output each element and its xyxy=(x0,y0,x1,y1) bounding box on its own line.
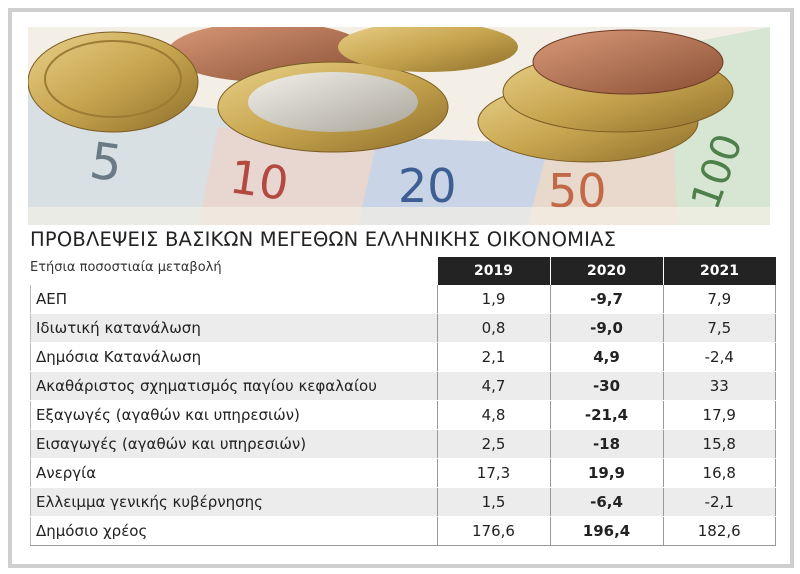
table-row: Εξαγωγές (αγαθών και υπηρεσιών) 4,8 -21,4 1… xyxy=(30,400,776,430)
cell-value: 7,9 xyxy=(662,285,776,314)
table-row: Δημόσια Κατανάλωση 2,1 4,9 -2,4 xyxy=(30,342,776,372)
cell-value: -2,1 xyxy=(662,487,776,517)
cell-value: 7,5 xyxy=(662,313,776,343)
cell-value: 17,3 xyxy=(436,458,551,488)
table-row: Ιδιωτική κατανάλωση 0,8 -9,0 7,5 xyxy=(30,313,776,343)
row-label: Δημόσια Κατανάλωση xyxy=(30,342,437,372)
row-label: Εισαγωγές (αγαθών και υπηρεσιών) xyxy=(30,429,437,459)
cell-value: -18 xyxy=(549,429,664,459)
forecast-table: 2019 2020 2021 ΑΕΠ 1,9 -9,7 7,9 Ιδιωτική καταν… xyxy=(30,257,776,546)
cell-value: 176,6 xyxy=(436,516,551,546)
table-row: Εισαγωγές (αγαθών και υπηρεσιών) 2,5 -18 15… xyxy=(30,429,776,459)
cell-value: 1,5 xyxy=(436,487,551,517)
cell-value: 2,5 xyxy=(436,429,551,459)
table-row: Ανεργία 17,3 19,9 16,8 xyxy=(30,458,776,488)
cell-value: 19,9 xyxy=(549,458,664,488)
cell-value: -21,4 xyxy=(549,400,664,430)
title: ΠΡΟΒΛΕΨΕΙΣ ΒΑΣΙΚΩΝ ΜΕΓΕΘΩΝ ΕΛΛΗΝΙΚΗΣ ΟΙΚ… xyxy=(30,228,617,251)
table-row: Ελλειμμα γενικής κυβέρνησης 1,5 -6,4 -2,1 xyxy=(30,487,776,517)
svg-text:10: 10 xyxy=(226,149,291,211)
column-header: 2019 xyxy=(436,257,550,285)
header-spacer xyxy=(31,257,438,285)
row-label: Ακαθάριστος σχηματισμός παγίου κεφαλαίου xyxy=(30,371,437,401)
frame: 5 10 20 50 100 ΠΡΟΒΛΕΨΕΙΣ ΒΑΣΙΚΩΝ ΜΕΓΕΘΩ… xyxy=(8,8,794,568)
row-label: Ιδιωτική κατανάλωση xyxy=(30,313,437,343)
cell-value: 15,8 xyxy=(662,429,776,459)
cell-value: 2,1 xyxy=(436,342,551,372)
money-photo: 5 10 20 50 100 xyxy=(28,27,770,225)
cell-value: 33 xyxy=(662,371,776,401)
svg-text:20: 20 xyxy=(398,159,457,213)
cell-value: 4,7 xyxy=(436,371,551,401)
cell-value: 0,8 xyxy=(436,313,551,343)
table-row: ΑΕΠ 1,9 -9,7 7,9 xyxy=(30,285,776,314)
cell-value: 4,9 xyxy=(549,342,664,372)
cell-value: 17,9 xyxy=(662,400,776,430)
cell-value: -30 xyxy=(549,371,664,401)
row-label: Ελλειμμα γενικής κυβέρνησης xyxy=(30,487,437,517)
cell-value: -9,0 xyxy=(549,313,664,343)
subtitle: Ετήσια ποσοστιαία μεταβολή xyxy=(30,260,222,275)
table-row: Ακαθάριστος σχηματισμός παγίου κεφαλαίου… xyxy=(30,371,776,401)
cell-value: -9,7 xyxy=(549,285,664,314)
row-label: Εξαγωγές (αγαθών και υπηρεσιών) xyxy=(30,400,437,430)
header-row: 2019 2020 2021 xyxy=(31,257,776,285)
cell-value: 182,6 xyxy=(662,516,776,546)
row-label: ΑΕΠ xyxy=(30,285,437,314)
cell-value: 16,8 xyxy=(662,458,776,488)
cell-value: -2,4 xyxy=(662,342,776,372)
column-header: 2021 xyxy=(662,257,776,285)
row-label: Ανεργία xyxy=(30,458,437,488)
cell-value: 196,4 xyxy=(549,516,664,546)
cell-value: -6,4 xyxy=(549,487,664,517)
column-header: 2020 xyxy=(549,257,663,285)
table-row: Δημόσιο χρέος 176,6 196,4 182,6 xyxy=(30,516,776,546)
cell-value: 4,8 xyxy=(436,400,551,430)
row-label: Δημόσιο χρέος xyxy=(30,516,437,546)
cell-value: 1,9 xyxy=(436,285,551,314)
